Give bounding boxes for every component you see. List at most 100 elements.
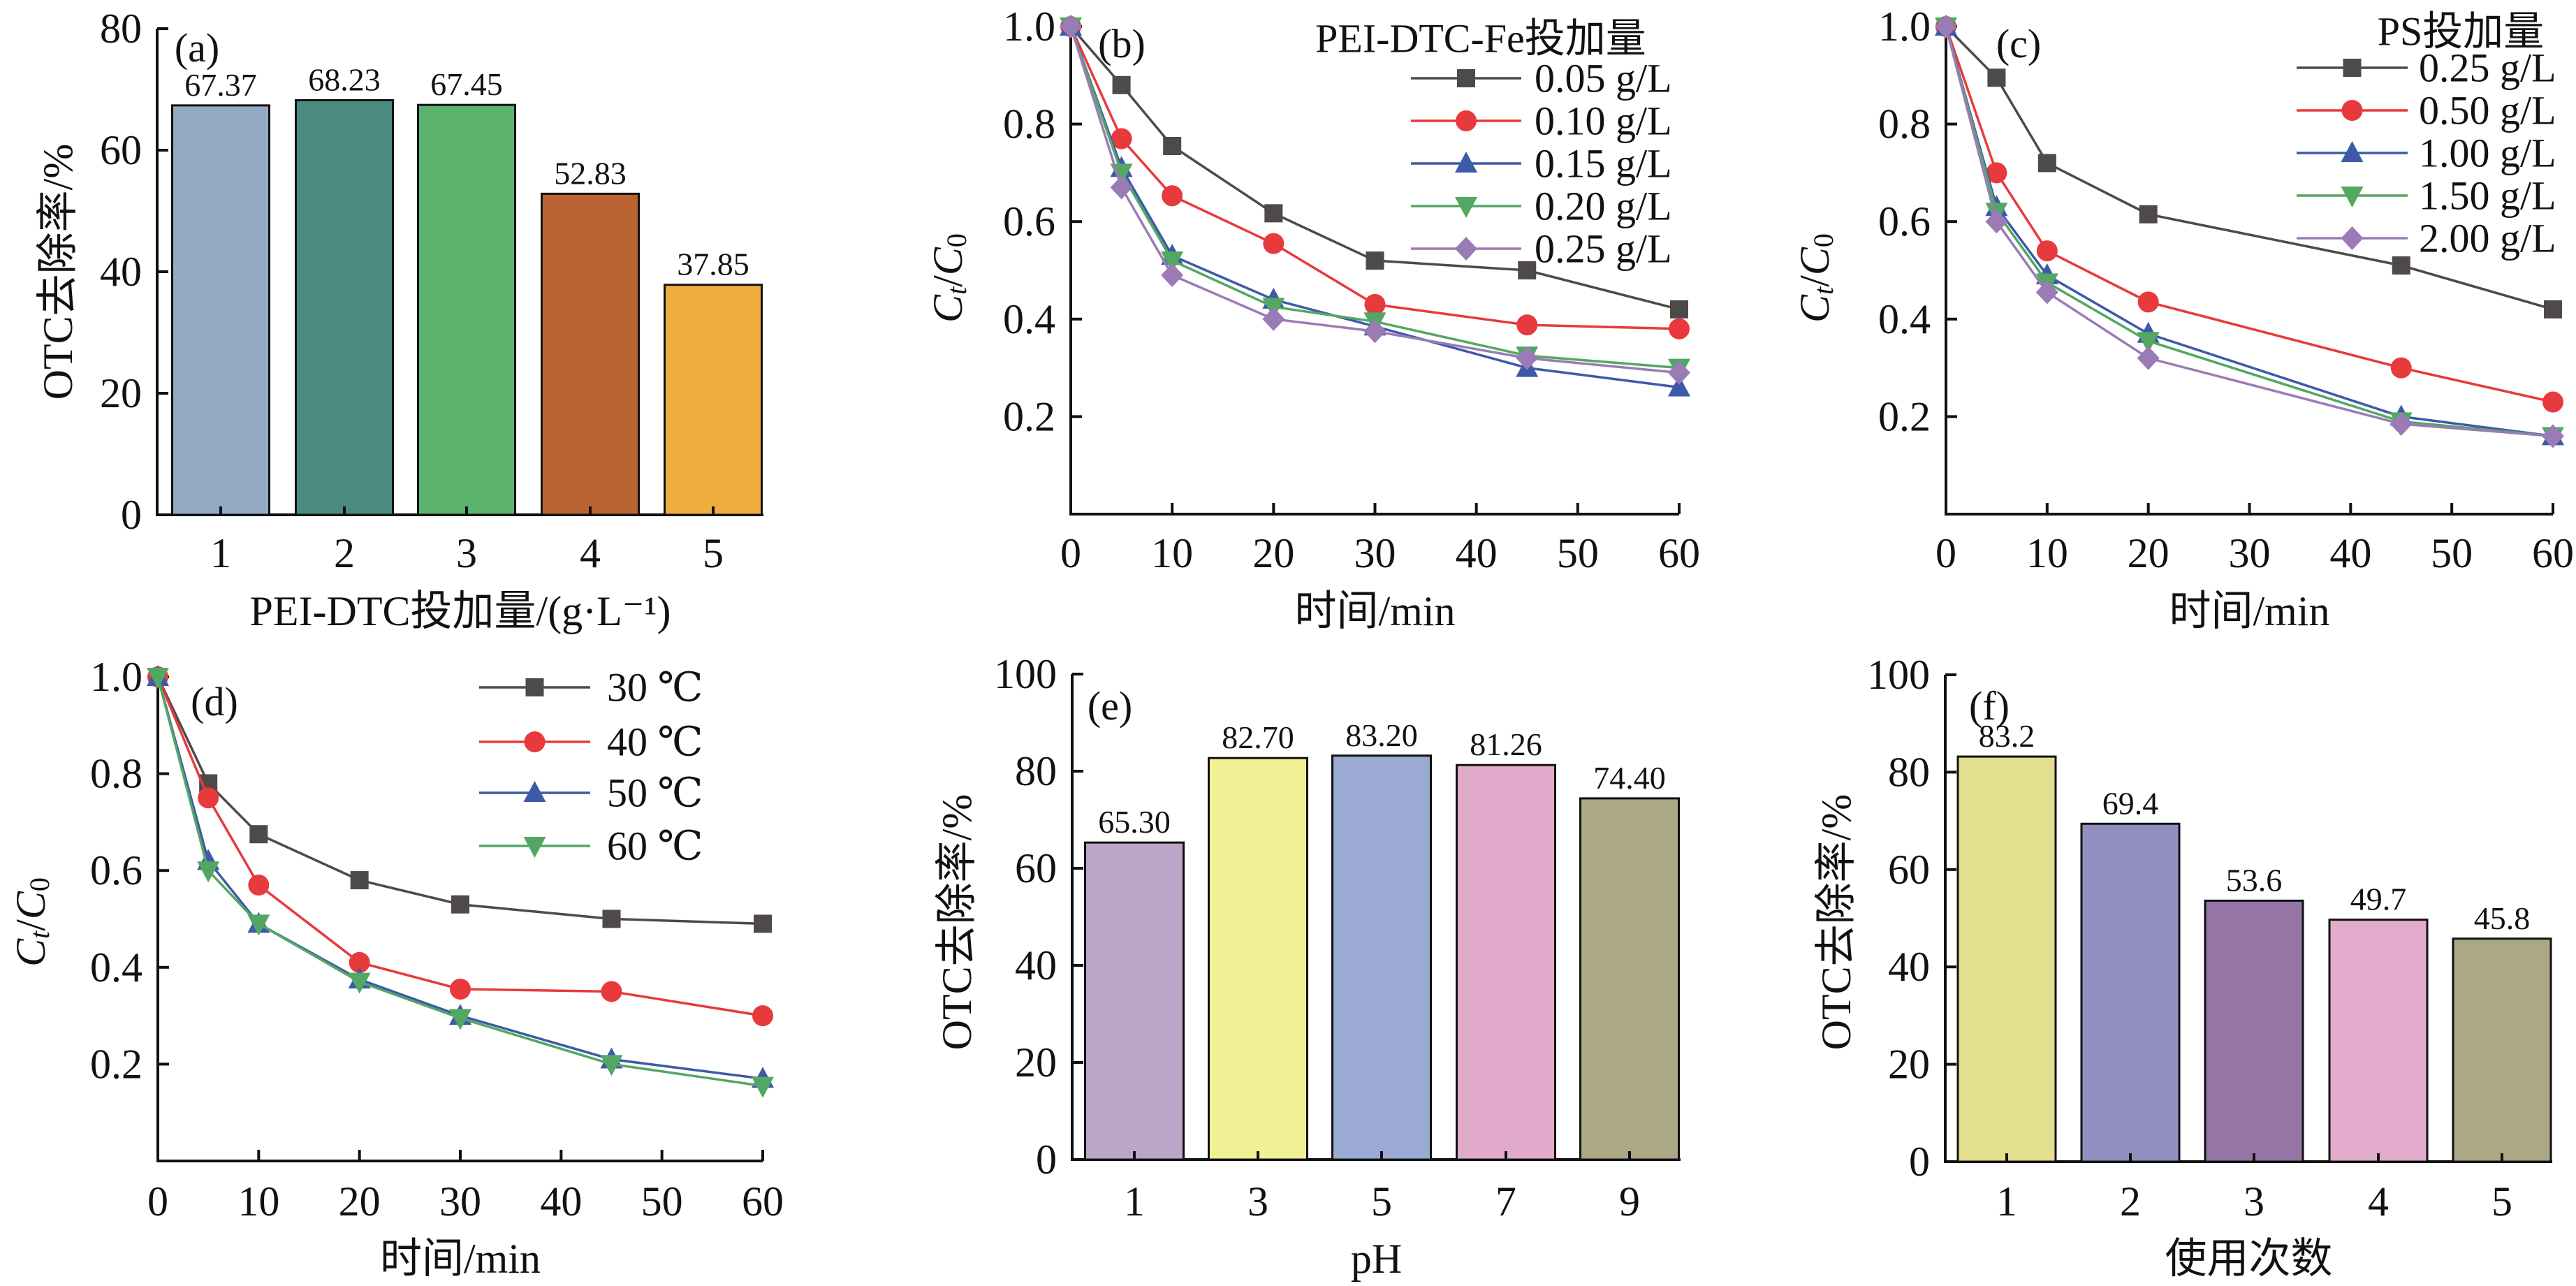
- data-point: [1935, 15, 1957, 38]
- x-tick-label: 50: [1557, 530, 1599, 576]
- data-point: [197, 861, 220, 883]
- y-axis-title-part: 0: [1808, 233, 1839, 247]
- panel-label: (f): [1969, 683, 2010, 729]
- x-tick-label: 5: [703, 530, 724, 576]
- data-point: [602, 909, 621, 928]
- legend-label: 60 ℃: [607, 824, 703, 869]
- data-point: [1161, 263, 1184, 287]
- bar: [1956, 755, 2057, 1163]
- y-axis-title-part: /: [8, 919, 54, 931]
- x-tick-label: 5: [1371, 1178, 1392, 1225]
- x-tick-label: 30: [439, 1178, 481, 1225]
- legend-item: 40 ℃: [479, 719, 703, 765]
- legend-label: 1.50 g/L: [2419, 173, 2556, 219]
- data-point: [1363, 319, 1386, 344]
- x-tick-label: 1: [1996, 1178, 2017, 1225]
- x-tick-label: 2: [334, 530, 355, 576]
- y-tick-label: 40: [1015, 942, 1057, 988]
- data-point: [348, 972, 371, 994]
- y-axis-title: Ct/C0: [8, 877, 55, 967]
- data-point: [2390, 411, 2413, 436]
- y-tick-label: 0.4: [1003, 296, 1055, 342]
- x-tick-label: 30: [2229, 530, 2271, 576]
- x-tick-label: 9: [1619, 1178, 1640, 1225]
- y-tick-label: 0.8: [1003, 101, 1055, 147]
- data-label: 74.40: [1593, 760, 1666, 796]
- data-point: [449, 1009, 471, 1030]
- data-point: [1516, 314, 1538, 336]
- data-point: [1263, 233, 1285, 254]
- legend-label: 40 ℃: [607, 719, 703, 765]
- data-point: [1518, 261, 1537, 279]
- data-point: [1163, 137, 1182, 156]
- data-point: [450, 978, 471, 1000]
- bar: [417, 103, 516, 516]
- bar: [2328, 919, 2429, 1163]
- legend-marker: [2341, 141, 2364, 162]
- data-point: [2390, 357, 2412, 379]
- data-point: [1985, 210, 2008, 234]
- x-tick-label: 5: [2491, 1178, 2512, 1225]
- legend-item: 1.50 g/L: [2297, 173, 2556, 219]
- data-point: [2137, 332, 2160, 353]
- bar: [295, 98, 394, 516]
- x-tick-label: 2: [2120, 1178, 2141, 1225]
- legend-marker: [1456, 110, 1477, 131]
- legend-marker: [2343, 59, 2362, 77]
- y-axis-title: OTC去除率/%: [35, 144, 81, 400]
- data-point: [1264, 204, 1283, 223]
- y-tick-label: 100: [994, 651, 1057, 697]
- x-tick-label: 50: [2431, 530, 2473, 576]
- data-label: 52.83: [554, 155, 627, 191]
- data-point: [2036, 240, 2058, 262]
- bar: [1579, 797, 1680, 1161]
- data-point: [1516, 346, 1539, 370]
- data-point: [1668, 375, 1690, 397]
- x-tick-label: 4: [2368, 1178, 2389, 1225]
- y-tick-label: 0: [1036, 1137, 1057, 1183]
- legend-title: PEI-DTC-Fe投加量: [1315, 16, 1646, 61]
- bar: [171, 104, 270, 516]
- legend-label: 0.25 g/L: [1535, 226, 1672, 272]
- chart-panel-e: 0 20 40 60 80 100 (e) pH OTC去除率/% 65.30 1 82.70 3 83.…: [934, 651, 1681, 1282]
- data-label: 45.8: [2474, 900, 2531, 936]
- y-tick-label: 60: [1888, 847, 1930, 893]
- x-tick-label: 1: [1124, 1178, 1145, 1225]
- data-point: [600, 1055, 623, 1076]
- data-point: [1112, 75, 1131, 94]
- data-point: [248, 874, 270, 896]
- data-point: [1262, 307, 1285, 331]
- data-label: 69.4: [2102, 785, 2159, 821]
- data-point: [349, 951, 370, 973]
- panel-label: (a): [175, 25, 219, 71]
- bar: [541, 192, 640, 516]
- y-axis-title-part: C: [925, 294, 971, 323]
- legend-marker: [524, 731, 546, 752]
- data-point: [601, 981, 622, 1002]
- data-label: 68.23: [308, 61, 381, 97]
- y-tick-label: 40: [100, 249, 142, 295]
- data-label: 67.37: [184, 67, 257, 103]
- data-point: [2137, 346, 2160, 370]
- chart-panel-f: 0 20 40 60 80 100 (f) 使用次数 OTC去除率/% 83.2 1 69.4 2 53.…: [1813, 652, 2552, 1282]
- legend-label: 50 ℃: [607, 770, 703, 816]
- x-tick-label: 10: [2026, 530, 2068, 576]
- x-axis-title: 时间/min: [2169, 588, 2329, 634]
- x-axis-title: 使用次数: [2165, 1236, 2333, 1282]
- x-tick-label: 50: [641, 1178, 683, 1225]
- data-label: 83.2: [1979, 718, 2035, 754]
- data-point: [451, 895, 469, 914]
- y-tick-label: 40: [1888, 944, 1930, 990]
- data-label: 67.45: [430, 66, 503, 102]
- data-label: 53.6: [2226, 862, 2283, 898]
- bar: [1331, 754, 1432, 1161]
- y-tick-label: 0.8: [90, 751, 142, 797]
- x-tick-label: 4: [580, 530, 601, 576]
- legend-label: 0.10 g/L: [1535, 98, 1672, 144]
- legend-item: 0.25 g/L: [2297, 45, 2556, 91]
- y-axis-title: Ct/C0: [1792, 233, 1839, 323]
- data-point: [1670, 300, 1688, 319]
- x-tick-label: 40: [2329, 530, 2371, 576]
